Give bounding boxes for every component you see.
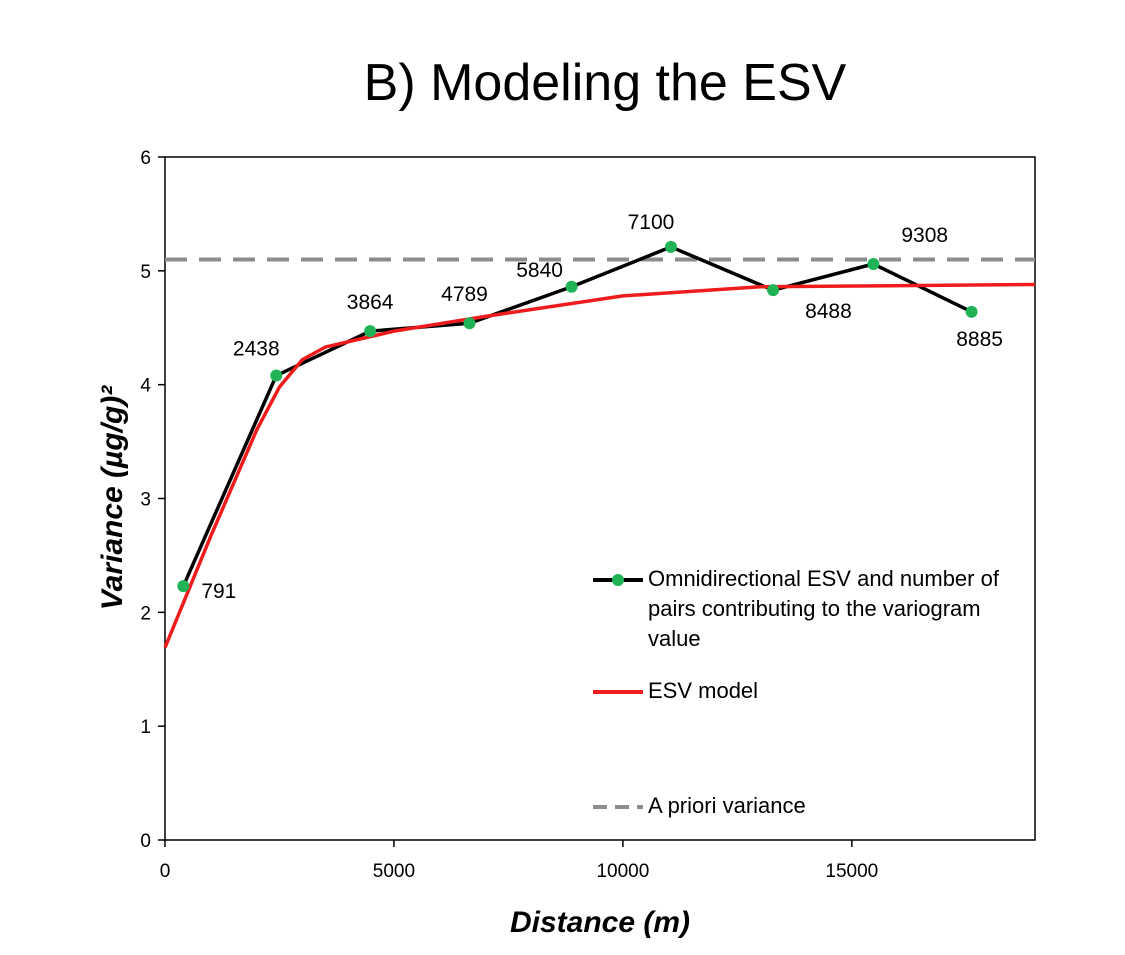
y-tick-label: 6 — [140, 148, 151, 169]
y-tick-label: 4 — [140, 376, 151, 397]
plot-frame — [164, 156, 1036, 841]
point-label: 3864 — [347, 291, 394, 314]
x-tick-label: 5000 — [373, 861, 415, 882]
chart-title: B) Modeling the ESV — [364, 54, 847, 112]
legend-marker — [612, 574, 624, 586]
data-point — [965, 305, 978, 318]
legend-label: ESV model — [648, 678, 759, 703]
data-point — [270, 369, 283, 382]
data-point — [767, 284, 780, 297]
x-axis-label: Distance (m) — [510, 906, 690, 939]
data-point — [565, 280, 578, 293]
y-axis-label: Variance (µg/g)² — [96, 385, 129, 611]
point-label: 8488 — [805, 300, 852, 323]
point-label: 5840 — [516, 259, 563, 282]
data-point — [664, 240, 677, 253]
point-label: 4789 — [441, 283, 488, 306]
x-tick-label: 10000 — [596, 861, 649, 882]
data-point — [177, 580, 190, 593]
point-label: 9308 — [901, 224, 948, 247]
legend-label: Omnidirectional ESV and number of pairs … — [648, 566, 999, 651]
y-tick-label: 0 — [140, 831, 151, 852]
point-label: 2438 — [233, 338, 280, 361]
esv-line — [181, 245, 973, 587]
x-tick-label: 15000 — [825, 861, 878, 882]
data-point — [364, 325, 377, 338]
data-point — [867, 258, 880, 271]
point-label: 791 — [201, 580, 236, 603]
point-label: 8885 — [956, 328, 1003, 351]
point-label: 7100 — [628, 211, 675, 234]
y-tick-label: 5 — [140, 262, 151, 283]
model-line — [163, 282, 1036, 649]
y-tick-label: 1 — [140, 717, 151, 738]
data-point — [463, 317, 476, 330]
legend-label: A priori variance — [648, 793, 806, 818]
y-tick-label: 2 — [140, 603, 151, 624]
y-tick-label: 3 — [140, 490, 151, 511]
x-tick-label: 0 — [160, 861, 171, 882]
